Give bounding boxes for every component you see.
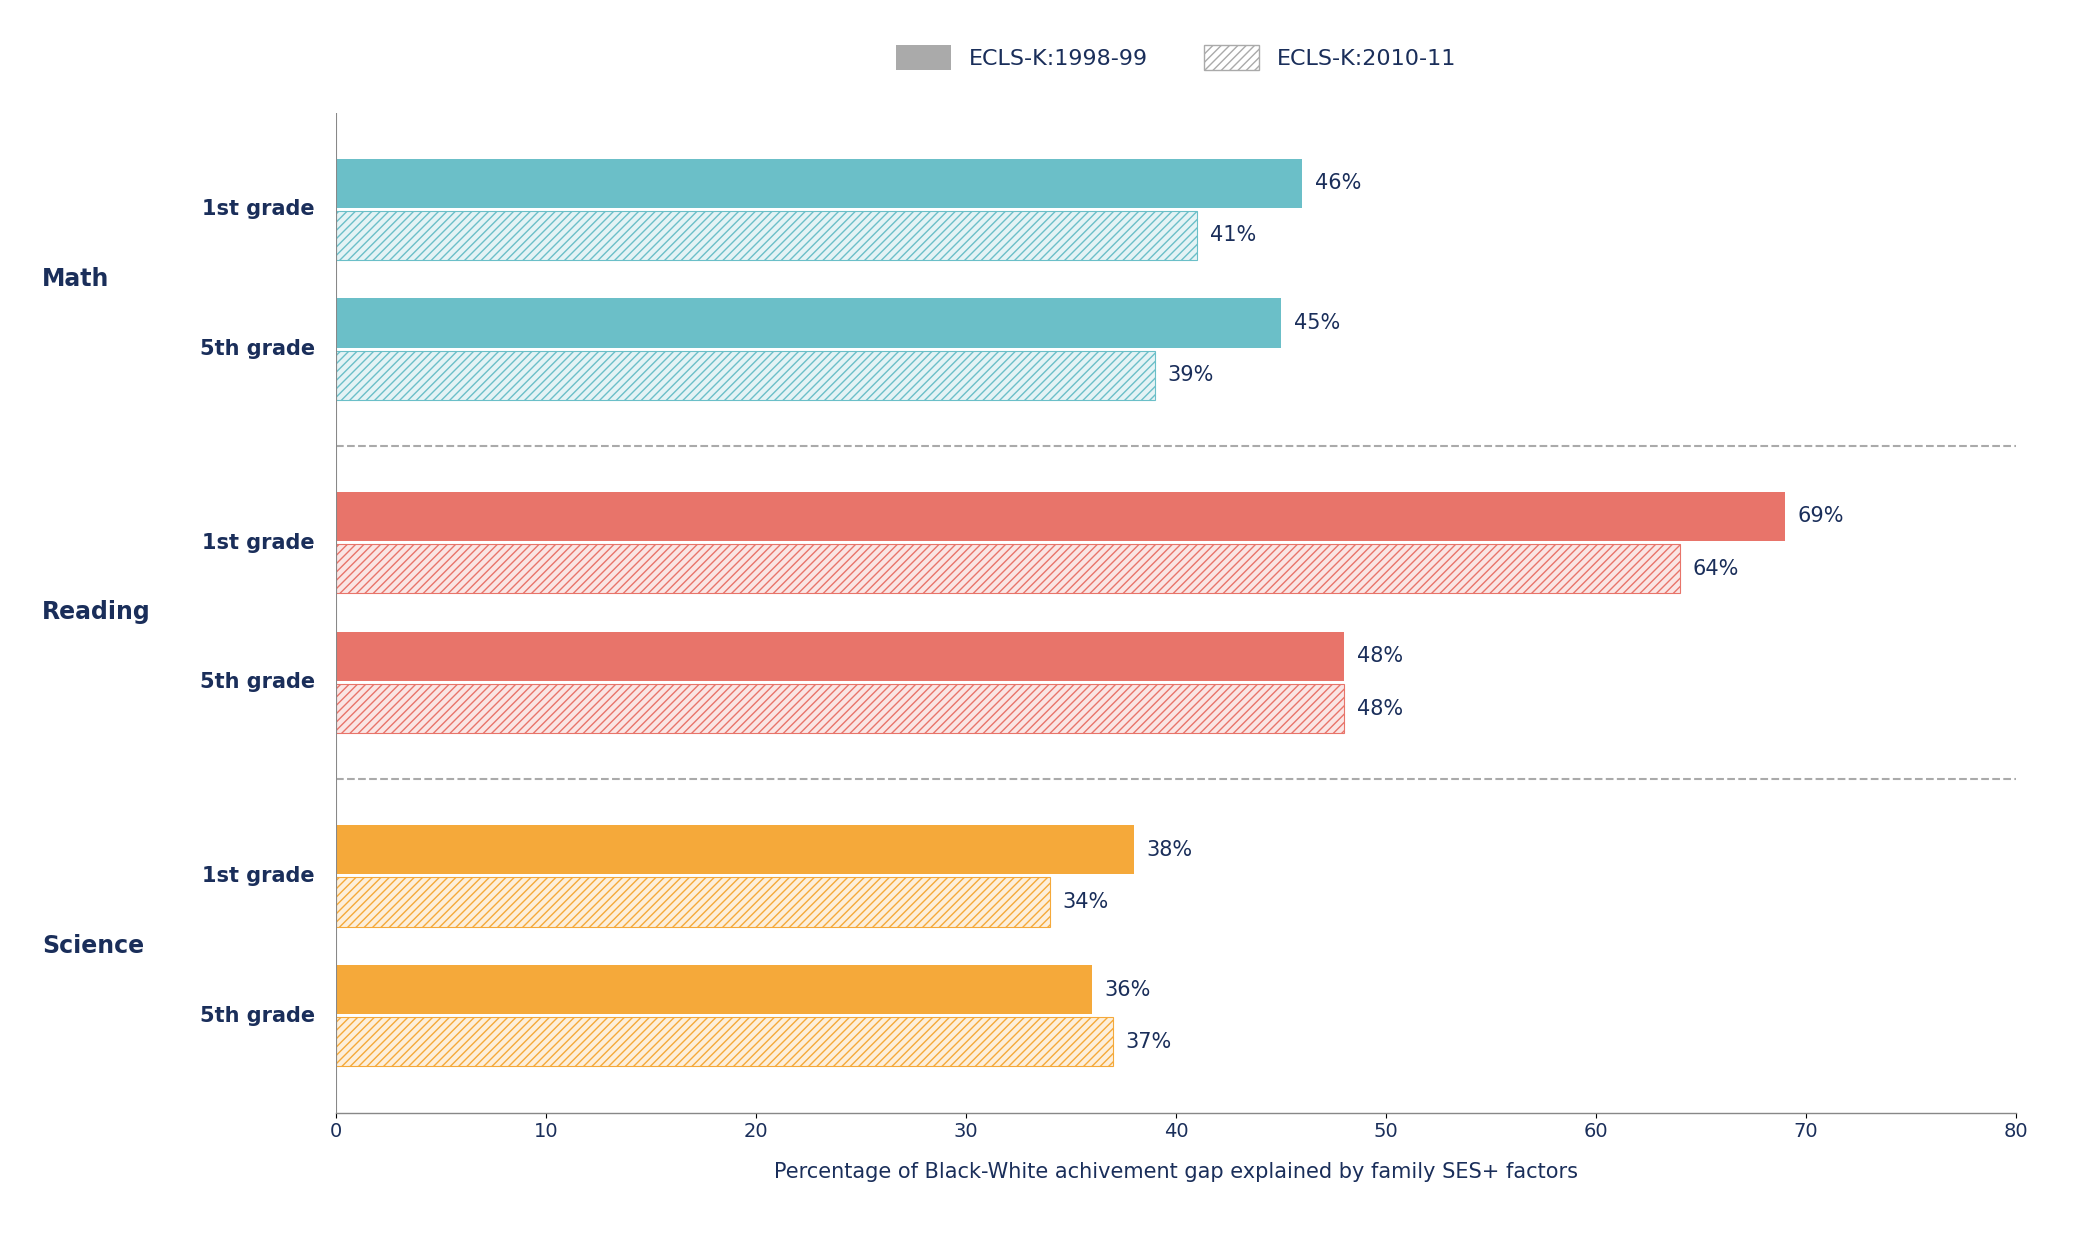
Text: 1st grade: 1st grade: [202, 532, 315, 552]
Legend: ECLS-K:1998-99, ECLS-K:2010-11: ECLS-K:1998-99, ECLS-K:2010-11: [884, 34, 1468, 81]
Bar: [336, 544, 1680, 594]
Bar: [336, 492, 1785, 541]
Text: 48%: 48%: [1357, 699, 1403, 719]
Text: 34%: 34%: [1063, 892, 1109, 912]
Bar: [336, 684, 1344, 732]
Text: Math: Math: [42, 268, 109, 291]
Text: 41%: 41%: [1210, 225, 1256, 245]
Bar: [336, 350, 1155, 400]
Text: 69%: 69%: [1798, 506, 1844, 526]
Bar: [336, 684, 1344, 732]
Text: Reading: Reading: [42, 600, 151, 625]
Bar: [336, 211, 1197, 260]
Bar: [336, 544, 1680, 594]
Bar: [336, 1017, 1113, 1066]
Bar: [336, 211, 1197, 260]
Bar: [336, 1017, 1113, 1066]
Bar: [336, 965, 1092, 1014]
Text: 46%: 46%: [1315, 174, 1361, 194]
Text: 1st grade: 1st grade: [202, 866, 315, 886]
Bar: [336, 350, 1155, 400]
Bar: [336, 159, 1302, 208]
Text: 39%: 39%: [1168, 365, 1214, 385]
Bar: [336, 878, 1050, 926]
Bar: [336, 631, 1344, 681]
Bar: [336, 299, 1281, 348]
Bar: [336, 211, 1197, 260]
X-axis label: Percentage of Black-White achivement gap explained by family SES+ factors: Percentage of Black-White achivement gap…: [775, 1162, 1577, 1182]
Bar: [336, 878, 1050, 926]
Text: 36%: 36%: [1105, 980, 1151, 1000]
Bar: [336, 878, 1050, 926]
Text: 5th grade: 5th grade: [200, 672, 315, 692]
Text: 64%: 64%: [1693, 559, 1739, 579]
Text: 5th grade: 5th grade: [200, 1006, 315, 1026]
Text: 5th grade: 5th grade: [200, 339, 315, 359]
Text: 38%: 38%: [1147, 840, 1193, 860]
Text: 37%: 37%: [1126, 1031, 1172, 1051]
Text: 48%: 48%: [1357, 646, 1403, 666]
Text: 45%: 45%: [1294, 312, 1340, 332]
Bar: [336, 1017, 1113, 1066]
Text: 1st grade: 1st grade: [202, 199, 315, 219]
Text: Science: Science: [42, 934, 145, 958]
Bar: [336, 684, 1344, 732]
Bar: [336, 350, 1155, 400]
Bar: [336, 544, 1680, 594]
Bar: [336, 825, 1134, 875]
